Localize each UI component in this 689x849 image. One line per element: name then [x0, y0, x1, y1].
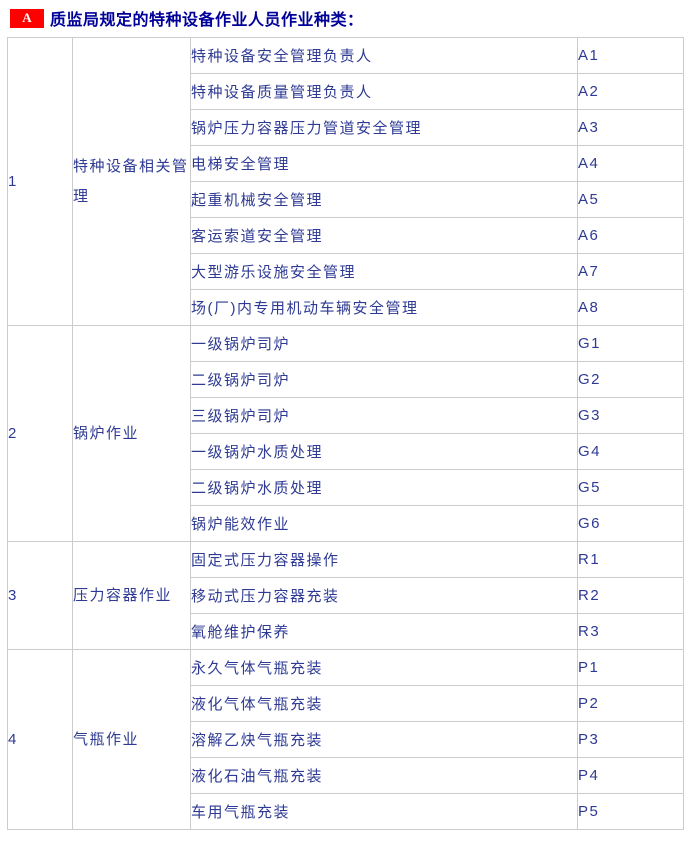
job-name-cell: 特种设备安全管理负责人	[190, 37, 578, 74]
section-badge: A	[10, 8, 44, 28]
table-row: 二级锅炉司炉 G2	[8, 361, 684, 398]
table-row: 场(厂)内专用机动车辆安全管理 A8	[8, 289, 684, 326]
job-code-cell: A8	[577, 289, 684, 326]
job-name-cell: 客运索道安全管理	[190, 217, 578, 254]
table-row: 1 特种设备相关管理 特种设备安全管理负责人 A1	[7, 37, 684, 326]
job-name-cell: 一级锅炉水质处理	[190, 433, 578, 470]
job-name-cell: 一级锅炉司炉	[190, 325, 578, 362]
table-row: 二级锅炉水质处理 G5	[8, 469, 684, 506]
job-name-cell: 固定式压力容器操作	[190, 541, 578, 578]
page-title: 质监局规定的特种设备作业人员作业种类：	[50, 12, 364, 29]
job-code-cell: A6	[577, 217, 684, 254]
job-code-cell: A4	[577, 145, 684, 182]
table-row: 锅炉能效作业 G6	[8, 505, 684, 542]
categories-table: 1 特种设备相关管理 特种设备安全管理负责人 A1 特种设备质量管理负责人 A2 锅炉压力容…	[7, 37, 684, 830]
job-code-cell: R3	[577, 613, 684, 650]
table-row: 液化气体气瓶充装 P2	[8, 685, 684, 722]
page-header: A 质监局规定的特种设备作业人员作业种类：	[10, 8, 689, 29]
job-name-cell: 二级锅炉水质处理	[190, 469, 578, 506]
table-row: 3 压力容器作业 固定式压力容器操作 R1	[7, 541, 684, 650]
job-name-cell: 永久气体气瓶充装	[190, 649, 578, 686]
table-row: 车用气瓶充装 P5	[8, 793, 684, 830]
section-category-cell: 气瓶作业	[72, 649, 191, 830]
job-code-cell: G5	[577, 469, 684, 506]
table-row: 起重机械安全管理 A5	[8, 181, 684, 218]
job-name-cell: 特种设备质量管理负责人	[190, 73, 578, 110]
section-category-cell: 特种设备相关管理	[72, 37, 191, 326]
job-code-cell: G4	[577, 433, 684, 470]
job-code-cell: R2	[577, 577, 684, 614]
job-name-cell: 液化气体气瓶充装	[190, 685, 578, 722]
job-code-cell: A1	[577, 37, 684, 74]
job-code-cell: A2	[577, 73, 684, 110]
table-row: 2 锅炉作业 一级锅炉司炉 G1	[7, 325, 684, 542]
job-name-cell: 三级锅炉司炉	[190, 397, 578, 434]
table-row: 溶解乙炔气瓶充装 P3	[8, 721, 684, 758]
job-name-cell: 锅炉压力容器压力管道安全管理	[190, 109, 578, 146]
job-code-cell: P4	[577, 757, 684, 794]
section-category-cell: 锅炉作业	[72, 325, 191, 542]
job-code-cell: A5	[577, 181, 684, 218]
table-row: 一级锅炉水质处理 G4	[8, 433, 684, 470]
job-name-cell: 移动式压力容器充装	[190, 577, 578, 614]
job-name-cell: 电梯安全管理	[190, 145, 578, 182]
job-name-cell: 液化石油气瓶充装	[190, 757, 578, 794]
section-category-cell: 压力容器作业	[72, 541, 191, 650]
job-code-cell: P3	[577, 721, 684, 758]
section-number-cell: 2	[7, 325, 73, 542]
job-code-cell: P1	[577, 649, 684, 686]
job-code-cell: P2	[577, 685, 684, 722]
categories-table-body: 1 特种设备相关管理 特种设备安全管理负责人 A1 特种设备质量管理负责人 A2 锅炉压力容…	[7, 37, 684, 830]
job-name-cell: 锅炉能效作业	[190, 505, 578, 542]
job-name-cell: 车用气瓶充装	[190, 793, 578, 830]
job-name-cell: 氧舱维护保养	[190, 613, 578, 650]
job-name-cell: 大型游乐设施安全管理	[190, 253, 578, 290]
job-code-cell: A3	[577, 109, 684, 146]
job-code-cell: G3	[577, 397, 684, 434]
table-row: 特种设备质量管理负责人 A2	[8, 73, 684, 110]
section-number-cell: 1	[7, 37, 73, 326]
table-row: 移动式压力容器充装 R2	[8, 577, 684, 614]
job-code-cell: P5	[577, 793, 684, 830]
table-row: 大型游乐设施安全管理 A7	[8, 253, 684, 290]
job-code-cell: R1	[577, 541, 684, 578]
table-row: 氧舱维护保养 R3	[8, 613, 684, 650]
section-number-cell: 3	[7, 541, 73, 650]
job-name-cell: 溶解乙炔气瓶充装	[190, 721, 578, 758]
job-code-cell: G2	[577, 361, 684, 398]
job-code-cell: G6	[577, 505, 684, 542]
table-row: 客运索道安全管理 A6	[8, 217, 684, 254]
table-row: 液化石油气瓶充装 P4	[8, 757, 684, 794]
table-row: 4 气瓶作业 永久气体气瓶充装 P1	[7, 649, 684, 830]
job-code-cell: A7	[577, 253, 684, 290]
job-code-cell: G1	[577, 325, 684, 362]
job-name-cell: 场(厂)内专用机动车辆安全管理	[190, 289, 578, 326]
section-number-cell: 4	[7, 649, 73, 830]
job-name-cell: 起重机械安全管理	[190, 181, 578, 218]
job-name-cell: 二级锅炉司炉	[190, 361, 578, 398]
table-row: 电梯安全管理 A4	[8, 145, 684, 182]
